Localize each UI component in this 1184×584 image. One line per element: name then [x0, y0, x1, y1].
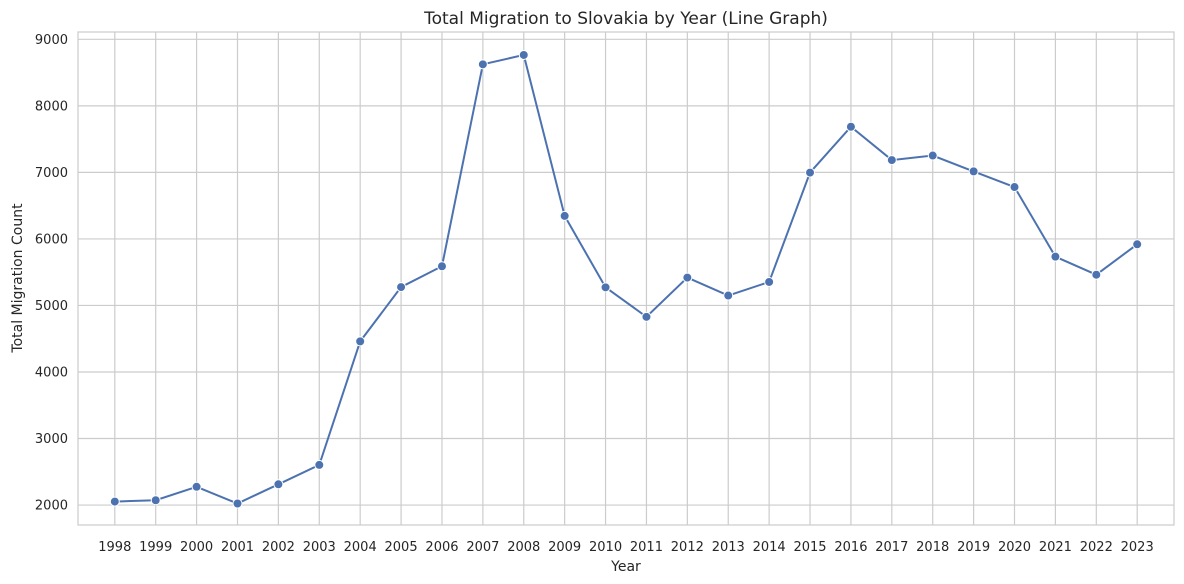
- x-tick-label: 2008: [507, 540, 540, 555]
- x-tick-label: 1999: [139, 540, 172, 555]
- data-point: [723, 290, 734, 301]
- data-point: [150, 495, 161, 506]
- series-line: [114, 53, 1138, 505]
- data-point: [1050, 251, 1061, 262]
- x-tick-label: 2001: [221, 540, 254, 555]
- data-point: [191, 481, 202, 492]
- data-point: [600, 282, 611, 293]
- data-point: [764, 276, 775, 287]
- x-tick-label: 2023: [1121, 540, 1154, 555]
- x-tick-label: 2021: [1039, 540, 1072, 555]
- data-point: [314, 459, 325, 470]
- data-point: [273, 479, 284, 490]
- data-point: [641, 311, 652, 322]
- data-point: [436, 261, 447, 272]
- x-tick-label: 2013: [712, 540, 745, 555]
- x-tick-label: 2005: [385, 540, 418, 555]
- series-group: [109, 49, 1143, 509]
- x-tick-label: 2017: [875, 540, 908, 555]
- x-tick-label: 2009: [548, 540, 581, 555]
- data-point: [1091, 269, 1102, 280]
- x-tick-label: 2006: [425, 540, 458, 555]
- data-point: [109, 496, 120, 507]
- x-tick-label: 2012: [671, 540, 704, 555]
- chart-title: Total Migration to Slovakia by Year (Lin…: [423, 9, 828, 29]
- data-point: [396, 282, 407, 293]
- data-point: [682, 272, 693, 283]
- y-tick-label: 4000: [35, 365, 68, 380]
- data-point: [232, 498, 243, 509]
- data-point: [927, 150, 938, 161]
- y-tick-label: 6000: [35, 232, 68, 247]
- plot-frame: [77, 31, 1175, 526]
- x-tick-label: 2019: [957, 540, 990, 555]
- x-tick-label: 2002: [262, 540, 295, 555]
- x-tick-labels: 1998 1999 2000 2001 2002 2003 2004 2005 2006 2007…: [98, 540, 1153, 555]
- x-axis-label: Year: [610, 559, 641, 575]
- y-tick-label: 9000: [35, 33, 68, 48]
- x-tick-label: 2022: [1080, 540, 1113, 555]
- x-tick-label: 2016: [834, 540, 867, 555]
- y-tick-label: 7000: [35, 166, 68, 181]
- x-tick-label: 2010: [589, 540, 622, 555]
- x-tick-label: 2015: [793, 540, 826, 555]
- data-point: [477, 59, 488, 70]
- data-point: [968, 166, 979, 177]
- y-tick-labels: 2000 3000 4000 5000 6000 7000 8000 9000: [35, 33, 68, 514]
- x-tick-label: 2020: [998, 540, 1031, 555]
- data-point: [1009, 182, 1020, 193]
- y-tick-label: 3000: [35, 432, 68, 447]
- x-tick-label: 2007: [466, 540, 499, 555]
- y-gridlines: [78, 38, 1174, 506]
- data-point: [805, 167, 816, 178]
- x-tick-label: 1998: [98, 540, 131, 555]
- y-axis-label: Total Migration Count: [10, 203, 26, 354]
- y-tick-label: 5000: [35, 299, 68, 314]
- y-tick-label: 8000: [35, 99, 68, 114]
- data-point: [1132, 239, 1143, 250]
- x-tick-label: 2014: [753, 540, 786, 555]
- y-tick-label: 2000: [35, 499, 68, 514]
- data-point: [559, 210, 570, 221]
- plot-area: [78, 32, 1174, 525]
- data-point: [355, 336, 366, 347]
- data-point: [845, 121, 856, 132]
- x-tick-label: 2004: [344, 540, 377, 555]
- x-tick-label: 2003: [303, 540, 336, 555]
- x-tick-label: 2000: [180, 540, 213, 555]
- x-tick-label: 2011: [630, 540, 663, 555]
- data-point: [886, 155, 897, 166]
- x-gridlines: [114, 32, 1138, 525]
- data-point: [518, 49, 529, 60]
- x-tick-label: 2018: [916, 540, 949, 555]
